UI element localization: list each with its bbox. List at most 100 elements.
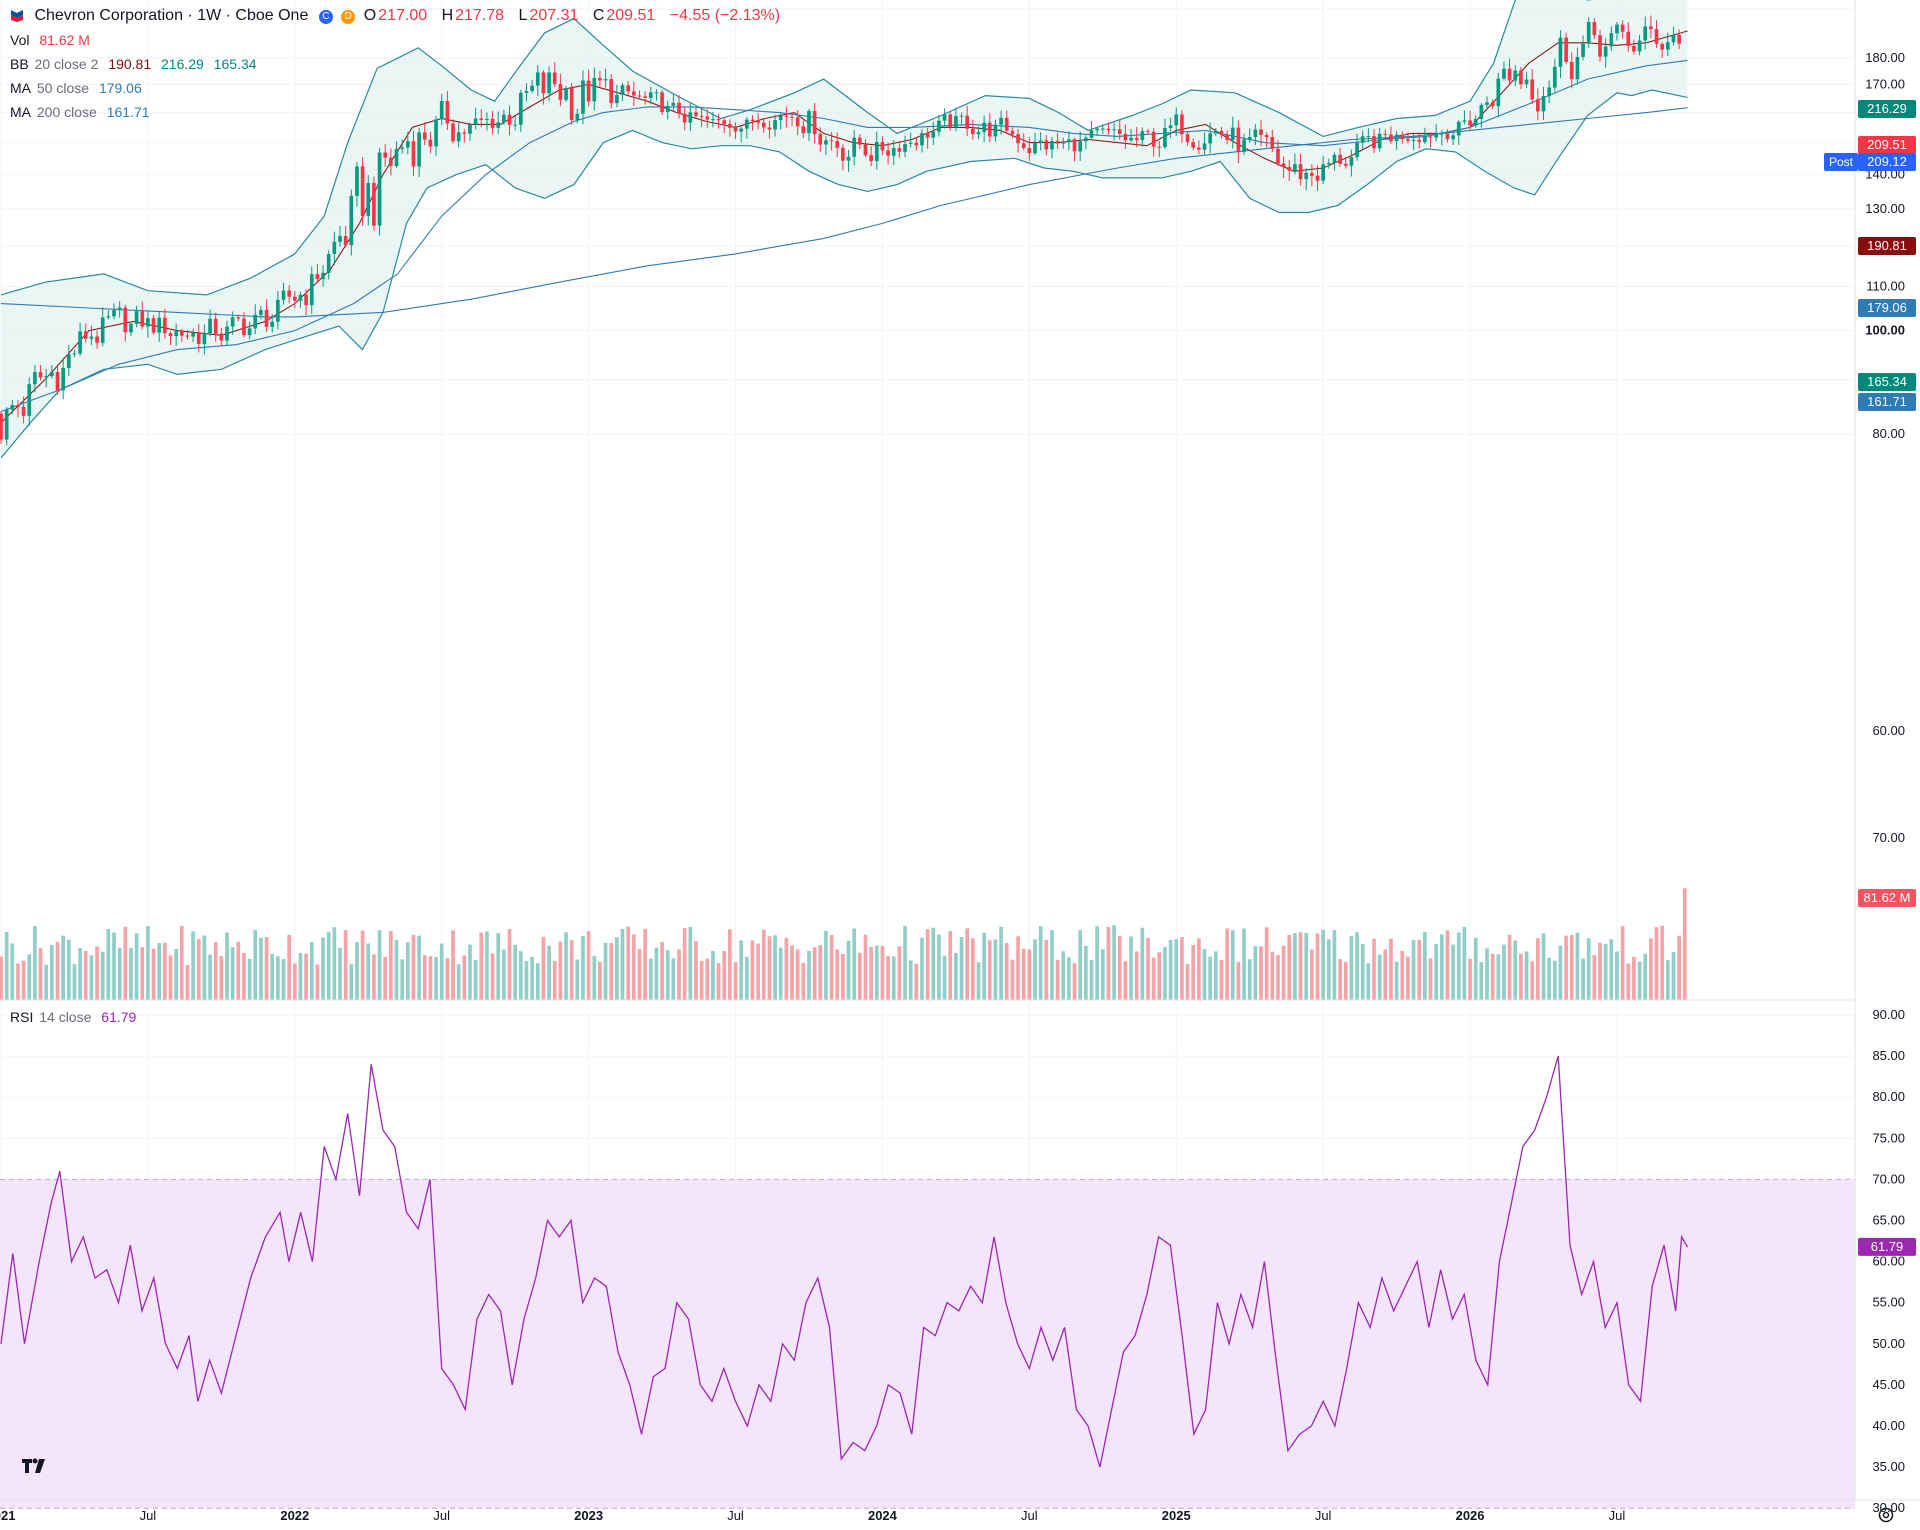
volume-bar [343, 930, 348, 1000]
candle-body [16, 405, 20, 408]
tradingview-logo-icon[interactable] [20, 1455, 48, 1475]
candle-body [942, 114, 947, 121]
candle-body [276, 299, 280, 322]
volume-bar [1078, 930, 1083, 1000]
candle-body [615, 94, 619, 104]
volume-bar [598, 961, 602, 1000]
candle-body [1225, 135, 1229, 140]
volume-bar [897, 946, 902, 1000]
volume-bar [259, 937, 263, 1000]
candle-body [846, 156, 851, 161]
volume-bar [10, 943, 15, 1000]
volume-bar [1321, 929, 1325, 1000]
volume-bar [434, 956, 438, 1000]
volume-bar [1304, 932, 1309, 1000]
volume-bar [1140, 927, 1145, 1000]
candle-body [270, 321, 275, 327]
volume-bar [1620, 926, 1625, 1000]
symbol-title[interactable]: Chevron Corporation · 1W · Cboe One [34, 7, 309, 24]
volume-legend[interactable]: Vol 81.62 M [10, 28, 96, 52]
volume-bar [987, 940, 992, 1000]
volume-bar [818, 945, 823, 1000]
candle-body [451, 123, 455, 142]
candle-body [33, 372, 37, 385]
candle-body [106, 316, 111, 318]
volume-bar [575, 959, 580, 1000]
volume-bar [841, 954, 845, 1000]
ma50-legend[interactable]: MA 50 close 179.06 [10, 76, 148, 100]
volume-bar [1394, 961, 1399, 1000]
ma200-legend-value: 161.71 [106, 104, 150, 120]
volume-bar [547, 945, 551, 1000]
candle-body [349, 195, 354, 246]
candle-body [1665, 42, 1670, 50]
volume-bar [654, 947, 659, 1000]
market-closed-badge[interactable]: C [318, 10, 333, 24]
candle-body [338, 236, 342, 242]
candle-body [1281, 163, 1286, 168]
symbol-header[interactable]: Chevron Corporation · 1W · Cboe One C D … [10, 4, 786, 28]
price-axis-label: 130.00 [1865, 201, 1905, 216]
candle-body [1326, 162, 1331, 165]
rsi-legend[interactable]: RSI 14 close 61.79 [10, 1005, 142, 1029]
candle-body [677, 102, 681, 114]
candle-body [1377, 133, 1382, 149]
bollinger-lower-line [0, 89, 1688, 459]
volume-bar [643, 928, 647, 1000]
volume-bar [50, 945, 54, 1000]
volume-bar [1598, 942, 1602, 1000]
volume-bar [824, 931, 828, 1000]
gear-icon[interactable] [1876, 1505, 1896, 1525]
candle-body [671, 102, 676, 106]
volume-bar [1033, 939, 1037, 1000]
bb-lower-value: 165.34 [213, 56, 257, 72]
candle-body [1383, 133, 1388, 135]
candle-body [417, 132, 421, 167]
candle-body [733, 127, 738, 132]
rsi-axis-label: 45.00 [1872, 1377, 1905, 1392]
rsi-pane[interactable] [0, 1055, 1855, 1509]
volume-bar [869, 946, 873, 1000]
candle-body [185, 335, 190, 337]
candle-body [886, 150, 890, 156]
price-badge-bg [1858, 100, 1916, 118]
candle-body [366, 183, 371, 217]
delayed-data-badge[interactable]: D [341, 10, 356, 24]
volume-bar [552, 960, 557, 1000]
candle-body [422, 132, 427, 140]
candle-body [513, 124, 518, 126]
candle-body [1360, 136, 1365, 143]
volume-bar [428, 956, 433, 1000]
volume-bar [400, 959, 405, 1000]
volume-bar [1536, 938, 1540, 1000]
volume-bar [485, 931, 489, 1000]
volume-bar [1310, 949, 1314, 1000]
price-pane[interactable] [0, 0, 1855, 1000]
rsi-axis[interactable]: 30.0035.0040.0045.0050.0055.0060.0065.00… [1872, 1007, 1905, 1515]
price-badge-bg [1858, 153, 1916, 171]
volume-bar [1490, 953, 1495, 1000]
rsi-legend-params: 14 close [39, 1009, 92, 1025]
volume-bar [1004, 943, 1009, 1000]
candle-body [1626, 31, 1631, 46]
candle-body [971, 128, 975, 135]
candle-body [1338, 154, 1342, 164]
volume-bar [1530, 961, 1535, 1000]
candle-body [38, 372, 43, 378]
volume-bar [1089, 959, 1094, 1000]
time-axis-label: 2026 [1456, 1508, 1485, 1523]
ma200-legend[interactable]: MA 200 close 161.71 [10, 100, 156, 124]
volume-bar [1067, 957, 1071, 1000]
candle-body [598, 77, 602, 81]
time-axis[interactable]: 2021 Jul 2022 Jul 2023 Jul 2024 Jul 2025 Jul 2026 J… [0, 1508, 1625, 1523]
volume-bar [1564, 935, 1568, 1000]
candle-body [27, 384, 32, 416]
volume-bar [1242, 928, 1246, 1000]
candle-body [230, 317, 235, 327]
volume-bar [942, 955, 947, 1000]
bb-legend[interactable]: BB 20 close 2 190.81 216.29 165.34 [10, 52, 263, 76]
candle-body [1072, 139, 1077, 152]
candle-body [897, 148, 902, 152]
volume-bar [688, 927, 693, 1000]
